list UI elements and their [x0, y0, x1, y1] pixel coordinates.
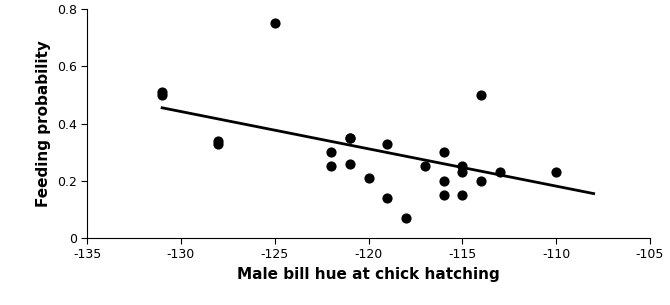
Point — [382, 196, 393, 200]
Point — [344, 161, 355, 166]
Point — [476, 92, 486, 97]
Point — [438, 150, 449, 155]
Point — [551, 170, 561, 174]
Point — [438, 192, 449, 197]
Point — [438, 178, 449, 183]
Point — [401, 215, 411, 220]
Point — [344, 135, 355, 140]
Point — [326, 150, 336, 155]
Point — [382, 141, 393, 146]
Point — [344, 135, 355, 140]
Point — [363, 175, 374, 180]
Point — [157, 92, 168, 97]
Point — [476, 178, 486, 183]
Point — [457, 164, 468, 169]
X-axis label: Male bill hue at chick hatching: Male bill hue at chick hatching — [237, 267, 500, 282]
Point — [213, 141, 224, 146]
Point — [326, 164, 336, 169]
Point — [213, 138, 224, 143]
Point — [494, 170, 505, 174]
Point — [157, 90, 168, 95]
Point — [269, 21, 280, 26]
Y-axis label: Feeding probability: Feeding probability — [36, 40, 51, 207]
Point — [457, 192, 468, 197]
Point — [457, 170, 468, 174]
Point — [419, 164, 430, 169]
